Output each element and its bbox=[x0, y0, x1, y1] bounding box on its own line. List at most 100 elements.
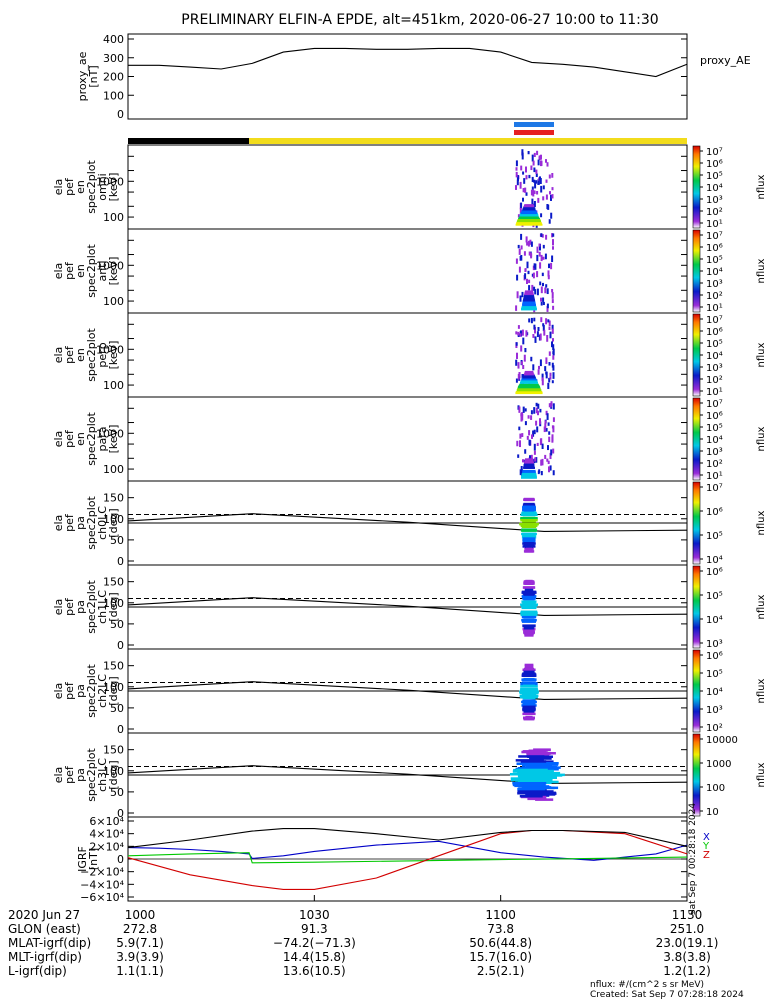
annotation-value: 1030 bbox=[299, 908, 330, 922]
spec-speckle bbox=[515, 359, 518, 366]
spec-speckle bbox=[530, 317, 533, 324]
pa-blob bbox=[520, 789, 547, 792]
spec-speckle bbox=[526, 278, 528, 284]
spec-speckle bbox=[551, 289, 554, 293]
panel-frame-4 bbox=[127, 396, 688, 482]
pa-blob bbox=[525, 545, 534, 549]
panel-ylabel-9: IGRF[nT] bbox=[76, 846, 100, 872]
spec-blob bbox=[523, 463, 535, 466]
spec-speckle bbox=[533, 429, 536, 435]
spec-speckle bbox=[551, 362, 554, 368]
spec-speckle bbox=[540, 154, 542, 160]
spec-speckle bbox=[526, 242, 529, 246]
annotation-value: 73.8 bbox=[487, 922, 514, 936]
spec-speckle bbox=[552, 246, 554, 250]
spec-speckle bbox=[539, 243, 541, 251]
science-zone-red bbox=[514, 130, 554, 135]
spec-speckle bbox=[551, 324, 554, 330]
pa-blob bbox=[522, 538, 536, 541]
svg-text:ela: ela bbox=[52, 767, 65, 784]
spec-speckle bbox=[542, 196, 545, 201]
spec-speckle bbox=[536, 442, 539, 446]
spec-speckle bbox=[539, 359, 542, 367]
colorbar-4 bbox=[692, 397, 701, 481]
spec-blob bbox=[523, 373, 535, 376]
spec-speckle bbox=[533, 263, 536, 269]
spec-speckle bbox=[530, 410, 533, 415]
spec-speckle bbox=[531, 186, 534, 190]
svg-text:[keV]: [keV] bbox=[107, 257, 120, 286]
annotation-value: 3.8(3.8) bbox=[663, 950, 711, 964]
y-tick-label: 1000 bbox=[96, 343, 124, 356]
pa-blob bbox=[522, 506, 536, 509]
spec-speckle bbox=[515, 185, 517, 190]
colorbar-tick: 10⁴ bbox=[706, 615, 723, 626]
spec-blob bbox=[520, 380, 538, 383]
spec-speckle bbox=[541, 234, 544, 238]
annotation-value: 1100 bbox=[485, 908, 516, 922]
svg-text:[nT]: [nT] bbox=[87, 65, 100, 87]
science-zone-blue bbox=[514, 122, 554, 127]
spec-speckle bbox=[545, 159, 547, 163]
colorbar-tick: 10³ bbox=[706, 363, 723, 374]
spec-blob bbox=[522, 469, 536, 472]
spec-speckle bbox=[533, 286, 536, 291]
spec-speckle bbox=[540, 471, 543, 476]
colorbar-label: nflux bbox=[756, 426, 767, 451]
panels: proxy_ae[nT]4003002001000proxy_AEelapefe… bbox=[52, 33, 767, 915]
y-tick-label: −2×10⁴ bbox=[80, 866, 124, 879]
igrf-legend-z: Z bbox=[703, 850, 710, 861]
y-tick-label: 100 bbox=[103, 597, 124, 610]
svg-text:en: en bbox=[74, 264, 87, 278]
spec-speckle bbox=[551, 292, 554, 299]
colorbar-tick: 10⁵ bbox=[706, 591, 723, 602]
pa-blob bbox=[522, 712, 536, 716]
spec-speckle bbox=[528, 430, 531, 436]
spec-speckle bbox=[525, 175, 528, 180]
spec-speckle bbox=[548, 362, 551, 366]
spec-speckle bbox=[524, 268, 527, 272]
colorbar-5 bbox=[692, 481, 701, 565]
colorbar-tick: 10⁶ bbox=[706, 567, 723, 578]
pa-blob bbox=[520, 513, 538, 517]
spec-speckle bbox=[552, 355, 555, 360]
spec-blob bbox=[524, 292, 534, 295]
colorbar-tick: 10⁵ bbox=[706, 339, 723, 350]
svg-text:pa: pa bbox=[74, 516, 87, 530]
colorbar-tick: 10¹ bbox=[706, 303, 723, 314]
colorbar-tick: 10⁶ bbox=[706, 159, 723, 170]
y-tick-label: 100 bbox=[103, 89, 124, 102]
svg-text:spec2plot: spec2plot bbox=[85, 580, 98, 634]
pa-blob bbox=[523, 677, 535, 681]
y-tick-label: 0 bbox=[117, 853, 124, 866]
spec-speckle bbox=[546, 458, 549, 462]
pa-blob bbox=[522, 533, 536, 537]
colorbar-tick: 10⁷ bbox=[706, 483, 723, 494]
spec-speckle bbox=[544, 423, 547, 429]
pa-blob bbox=[518, 755, 545, 758]
pa-blob bbox=[521, 704, 537, 707]
spec-speckle bbox=[523, 354, 526, 362]
spec-speckle bbox=[549, 372, 552, 377]
spec-speckle bbox=[549, 403, 552, 408]
spec-speckle bbox=[515, 305, 518, 311]
spec-blob bbox=[520, 212, 538, 215]
colorbar-7 bbox=[692, 649, 701, 733]
annotation-value: 23.0(19.1) bbox=[656, 936, 719, 950]
pa-blob bbox=[520, 695, 538, 699]
spec-speckle bbox=[546, 335, 549, 342]
svg-text:en: en bbox=[74, 348, 87, 362]
spec-speckle bbox=[548, 431, 551, 435]
loss-cone-line bbox=[127, 765, 688, 784]
y-tick-label: 150 bbox=[103, 744, 124, 757]
spec-speckle bbox=[522, 188, 525, 193]
spec-speckle bbox=[521, 469, 524, 477]
spec-speckle bbox=[545, 357, 548, 364]
svg-text:pef: pef bbox=[63, 345, 76, 364]
spec-blob bbox=[524, 461, 534, 463]
pa-blob bbox=[521, 615, 537, 619]
svg-text:pa: pa bbox=[74, 600, 87, 614]
colorbar-tick: 10³ bbox=[706, 705, 723, 716]
colorbar-tick: 10⁵ bbox=[706, 423, 723, 434]
